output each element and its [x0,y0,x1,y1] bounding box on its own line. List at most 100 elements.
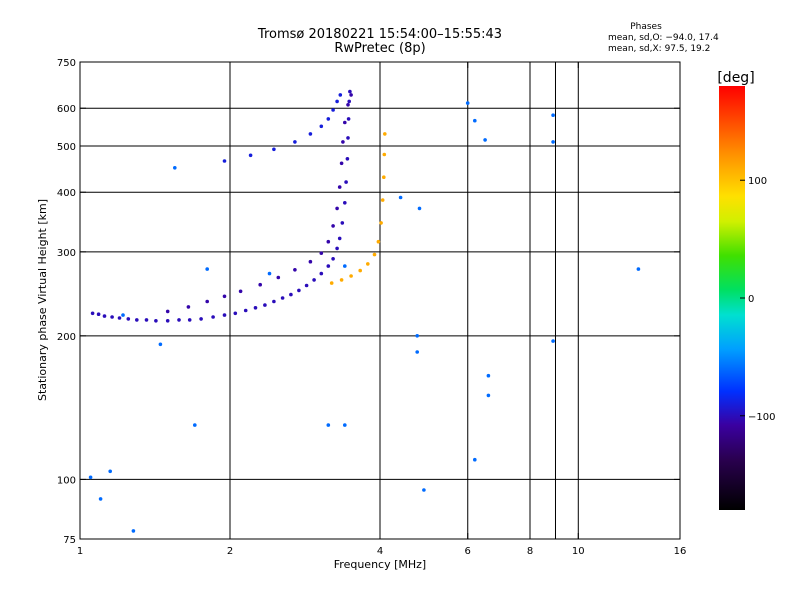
data-point [398,195,403,200]
x-tick-label: 2 [227,546,233,557]
data-point [90,311,95,316]
data-point [380,198,385,202]
data-point [551,339,555,343]
x-tick-label: 10 [572,546,585,557]
data-point [272,299,276,304]
data-point [465,101,470,105]
grid-lines [80,62,680,539]
data-point [238,289,243,294]
data-point [88,475,93,480]
phase-stats-o: mean, sd,O: −94.0, 17.4 [608,33,719,43]
data-point [110,315,114,319]
y-tick-label: 400 [57,188,76,199]
data-point [379,221,383,225]
data-point [205,267,209,271]
data-point [422,488,426,492]
data-point [340,221,345,225]
y-tick-label: 200 [57,332,76,343]
data-point [131,529,136,533]
data-point [551,113,555,117]
data-point [258,282,263,287]
data-point [222,159,227,163]
data-point [346,136,350,140]
data-point [326,423,331,427]
data-point [199,317,203,321]
data-point [319,124,324,129]
data-point [102,314,107,318]
data-point [319,251,324,255]
data-point [326,117,331,121]
chart-subtitle: RwPretec (8p) [334,41,425,56]
data-point [372,252,377,257]
data-point [345,157,350,161]
data-point [211,315,215,319]
data-point [304,283,309,288]
colorbar-tick-label: −100 [748,412,775,423]
data-point [165,309,170,314]
data-point [297,288,301,293]
data-point [144,318,149,322]
y-tick-label: 750 [57,58,76,69]
y-tick-label: 75 [63,535,76,546]
data-point [636,267,641,271]
colorbar-tick-label: 100 [748,176,767,187]
colorbar-label: [deg] [717,70,754,86]
data-point [272,147,276,152]
data-point [98,497,103,501]
y-axis-label: Stationary phase Virtual Height [km] [36,199,49,401]
data-point [366,262,370,266]
data-point [383,132,387,136]
data-point [222,294,227,299]
axis-ticks: 1 2 4 6 8 10 16 75 100 200 300 400 500 600 750 [57,58,686,557]
data-point [486,373,491,378]
data-point [117,316,122,320]
data-point [222,313,227,317]
data-point [343,264,347,268]
data-point [551,140,555,144]
colorbar-ticks: 100 0 −100 [740,176,775,423]
data-point [417,206,422,211]
data-point [173,166,177,170]
data-point [483,138,487,142]
data-point [233,311,238,316]
x-tick-label: 1 [77,546,83,557]
y-tick-label: 100 [57,475,76,486]
data-point [108,469,112,474]
y-tick-label: 500 [57,142,76,153]
x-tick-label: 8 [527,546,533,557]
data-point [337,185,342,189]
data-point [248,153,253,158]
data-point [338,93,343,97]
data-point [177,318,181,322]
data-point [186,305,191,309]
data-point [263,303,267,307]
data-point [337,236,342,241]
data-point [343,201,347,205]
data-point [346,103,350,107]
data-point [193,423,197,427]
data-point [376,239,381,244]
data-point [289,292,293,297]
data-point [326,239,331,244]
phase-stats-title: Phases [630,22,662,32]
x-tick-label: 4 [377,546,383,557]
data-point [165,319,170,323]
data-point [312,278,316,282]
data-point [347,99,352,104]
x-tick-label: 16 [674,546,687,557]
data-point [331,224,335,228]
data-points [88,89,641,533]
data-point [326,264,331,268]
data-point [343,120,347,125]
data-point [126,317,131,321]
data-point [415,334,420,338]
data-point [344,180,348,184]
data-point [339,161,344,166]
data-point [335,206,339,211]
data-point [382,175,386,179]
data-point [308,259,313,264]
data-point [293,140,297,144]
plot-frame [79,61,681,540]
data-point [339,278,344,282]
